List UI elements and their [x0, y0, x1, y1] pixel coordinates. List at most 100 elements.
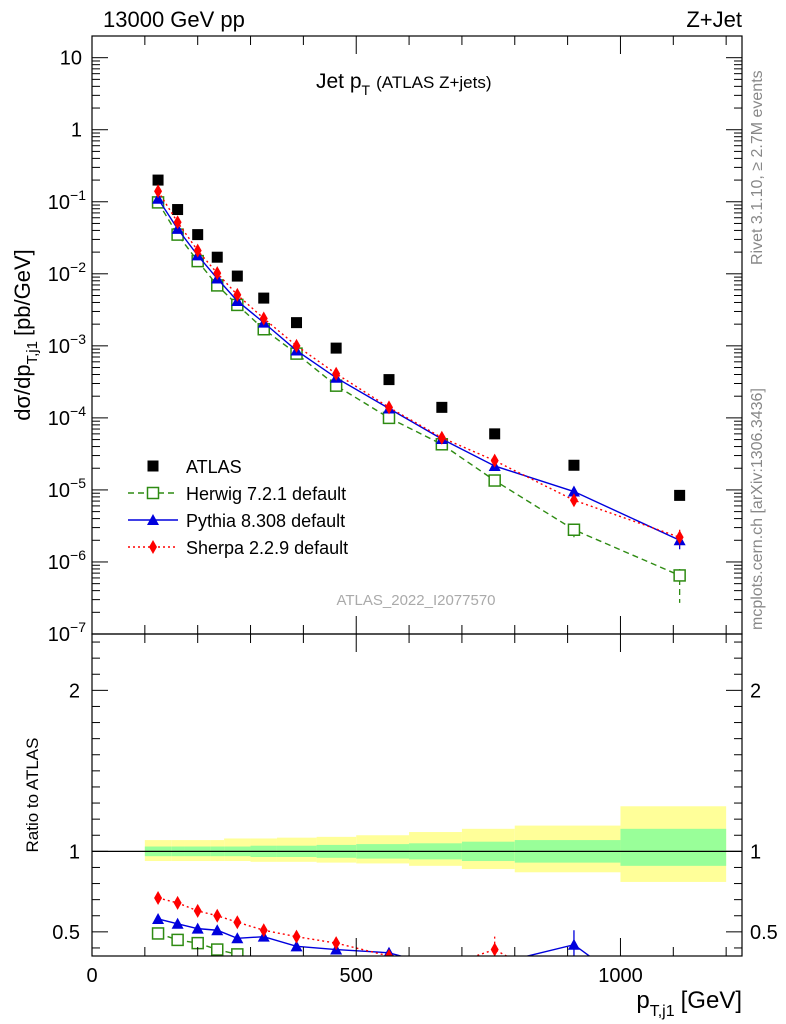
ratio-y-tick-label: 0.5: [750, 922, 778, 944]
legend-label: Sherpa 2.2.9 default: [186, 538, 348, 558]
data-point: [490, 453, 499, 468]
data-point: [173, 895, 182, 910]
y-tick-label: 10−5: [48, 475, 86, 502]
data-point: [173, 215, 182, 230]
data-point: [154, 891, 163, 906]
ratio-uncertainty-bands: [92, 806, 742, 882]
data-point: [191, 922, 204, 934]
data-point: [152, 174, 164, 186]
x-axis-label: pT,j1 [GeV]: [636, 987, 742, 1020]
ratio-y-tick-label: 1: [69, 841, 80, 863]
data-point: [191, 936, 204, 950]
data-point: [171, 933, 184, 947]
y-tick-label: 10−6: [48, 547, 86, 574]
data-point: [152, 192, 165, 204]
data-point: [488, 474, 501, 487]
ratio-y-tick-label: 1: [750, 841, 761, 863]
y-tick-label: 10−7: [48, 619, 86, 646]
data-point: [436, 961, 448, 972]
data-point: [154, 184, 163, 199]
series-atlas: [152, 174, 686, 501]
main-y-axis-label: dσ/dpT,j1[pb/GeV]: [10, 249, 41, 421]
legend-item-pythia: Pythia 8.308 default: [128, 511, 345, 531]
legend-marker: [149, 540, 157, 554]
data-point: [330, 342, 342, 354]
data-point: [231, 270, 243, 282]
data-point: [332, 936, 341, 951]
data-point: [436, 401, 448, 413]
data-point: [233, 287, 242, 302]
main-title: Jet pT (ATLAS Z+jets): [316, 70, 492, 98]
ratio-y-tick-label: 2: [69, 680, 80, 702]
data-point: [674, 489, 686, 501]
data-point: [211, 924, 224, 936]
axes: 10−7 10−6 10−5 10−4 10−3 10−2 10−1 1 10 0.5 0.5 1 1 2…: [48, 35, 778, 987]
data-point: [231, 932, 244, 944]
legend-item-sherpa: Sherpa 2.2.9 default: [128, 538, 348, 558]
series-pythia-ratio: [152, 912, 591, 972]
energy-label: 13000 GeV pp: [103, 7, 245, 32]
data-point: [292, 929, 301, 944]
data-point: [384, 400, 393, 415]
rivet-label: Rivet 3.1.10, ≥ 2.7M events: [749, 70, 766, 265]
series-sherpa: [154, 184, 684, 546]
data-point: [567, 523, 581, 536]
x-tick-label: 0: [86, 965, 97, 987]
y-tick-label: 10−3: [48, 331, 86, 358]
data-point: [231, 948, 244, 956]
series-herwig-ratio: [151, 927, 244, 956]
data-point: [210, 943, 224, 956]
data-point: [213, 266, 222, 281]
data-point: [517, 957, 525, 971]
legend: ATLAS Herwig 7.2.1 default Pythia 8.308 de…: [128, 457, 348, 558]
data-point: [213, 908, 222, 923]
data-point: [172, 204, 184, 216]
data-point: [258, 292, 270, 304]
legend-marker: [146, 486, 160, 500]
band-inner: [620, 828, 727, 866]
data-point: [233, 915, 242, 930]
data-point: [569, 493, 578, 508]
legend-marker: [147, 460, 159, 472]
data-point: [383, 374, 395, 386]
x-tick-label: 500: [340, 965, 373, 987]
data-point: [192, 229, 204, 241]
series-sherpa-ratio: [154, 891, 525, 974]
y-tick-label: 10−1: [48, 187, 86, 214]
data-point: [290, 940, 303, 952]
data-point: [438, 960, 446, 974]
data-point: [291, 317, 303, 329]
legend-item-herwig: Herwig 7.2.1 default: [128, 484, 346, 504]
y-tick-label: 10−2: [48, 259, 86, 286]
data-point: [675, 530, 684, 545]
y-tick-label: 10−4: [48, 403, 86, 430]
data-point: [171, 917, 184, 929]
process-label: Z+Jet: [686, 7, 742, 32]
ratio-y-tick-label: 2: [750, 680, 761, 702]
data-point: [259, 311, 268, 326]
ratio-panel-series: [151, 891, 591, 974]
data-point: [152, 912, 165, 924]
data-point: [384, 949, 393, 956]
data-point: [567, 938, 580, 950]
data-point: [567, 485, 580, 497]
data-point: [673, 569, 686, 582]
legend-label: ATLAS: [186, 457, 242, 477]
data-point: [193, 903, 202, 918]
ratio-y-tick-label: 0.5: [52, 922, 80, 944]
ratio-y-axis-label: Ratio to ATLAS: [23, 738, 42, 853]
data-point: [489, 958, 501, 969]
series-line-sherpa: [157, 897, 508, 956]
analysis-id: ATLAS_2022_I2077570: [336, 592, 495, 609]
legend-item-atlas: ATLAS: [147, 457, 242, 477]
data-point: [489, 428, 501, 440]
data-point: [259, 923, 268, 938]
x-tick-label: 1000: [598, 965, 643, 987]
legend-marker: [147, 514, 159, 525]
series-line-pythia: [157, 918, 591, 956]
ratio-panel-frame: [91, 633, 743, 957]
data-point: [193, 243, 202, 258]
data-point: [332, 366, 341, 381]
data-point: [568, 459, 580, 471]
